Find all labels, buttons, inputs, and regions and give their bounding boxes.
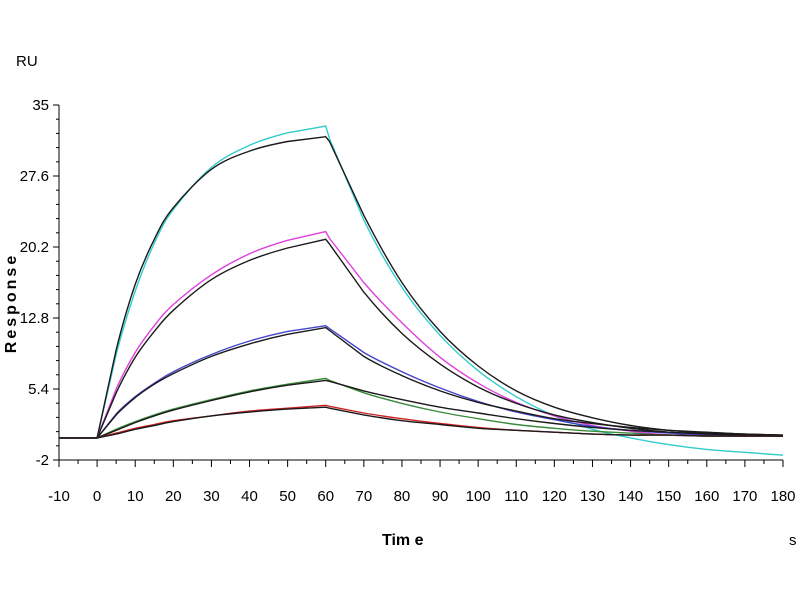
series-line-2 [59,135,784,439]
series-line-1 [59,125,784,456]
x-tick-label: 0 [93,488,101,505]
series-line-10 [59,406,783,439]
series-line-6 [59,326,784,439]
ticks-layer: 35 27.6 20.2 12.8 5.4 -2 -10 0 10 20 30 40 50 60 70 80 9… [20,97,796,505]
x-tick-label: 120 [542,488,567,505]
series-layer [59,125,784,456]
x-tick-label: 80 [394,488,411,505]
x-tick-label: -10 [48,488,70,505]
series-line-8 [59,379,784,439]
axes [58,105,783,461]
x-tick-label: 60 [317,488,334,505]
x-unit-label: s [789,532,797,549]
x-tick-label: 70 [355,488,372,505]
x-tick-label: 30 [203,488,220,505]
x-tick-label: 90 [432,488,449,505]
series-line-5 [59,324,784,439]
y-tick-label: 35 [32,97,49,114]
y-axis-title: Response [3,253,20,353]
x-tick-label: 10 [127,488,144,505]
x-axis-title: Tim e [382,532,424,549]
x-tick-label: 20 [165,488,182,505]
x-tick-label: 160 [694,488,719,505]
x-tick-label: 180 [770,488,795,505]
x-tick-label: 50 [279,488,296,505]
series-line-3 [59,230,783,439]
x-tick-label: 40 [241,488,258,505]
x-tick-label: 140 [618,488,643,505]
x-tick-label: 150 [656,488,681,505]
series-line-7 [59,377,783,439]
y-tick-label: 20.2 [20,239,49,256]
x-tick-label: 110 [504,488,528,505]
y-unit-label: RU [16,53,38,70]
y-tick-label: 27.6 [20,168,49,185]
y-tick-label: 12.8 [20,310,49,327]
x-tick-label: 170 [732,488,757,505]
x-tick-label: 100 [466,488,491,505]
y-tick-label: 5.4 [28,381,49,398]
x-tick-label: 130 [580,488,605,505]
y-tick-label: -2 [36,452,49,469]
